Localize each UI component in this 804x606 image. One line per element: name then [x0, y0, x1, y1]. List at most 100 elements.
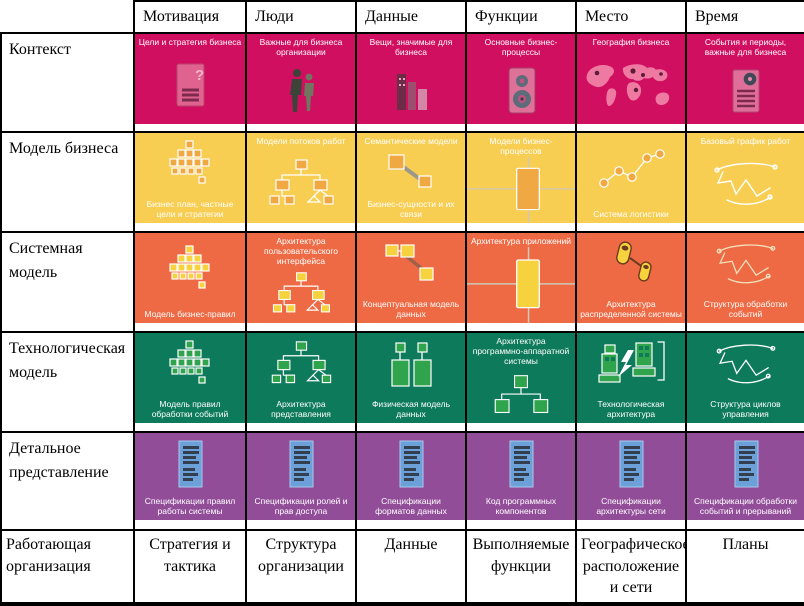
matrix-tile: Архитектура приложений — [468, 234, 574, 323]
tile-caption: Спецификации архитектуры сети — [596, 495, 666, 516]
matrix-cell: Концептуальная модель данных — [355, 231, 467, 333]
matrix-tile: Спецификации правил работы системы — [136, 434, 244, 520]
footer-cell-strategy: Стратегия и тактика — [133, 529, 247, 606]
matrix-tile: Важные для бизнеса организации — [248, 35, 354, 124]
org-tree-icon — [248, 268, 354, 323]
spec-document-icon — [688, 434, 803, 495]
matrix-cell: Система логистики — [575, 131, 687, 233]
footer-cell-data: Данные — [355, 529, 467, 606]
matrix-tile: Структура циклов управления — [688, 334, 803, 423]
spec-document-icon — [136, 434, 244, 495]
matrix-cell: Код программных компонентов — [465, 431, 577, 531]
tile-caption: Модели бизнес-процессов — [489, 136, 553, 157]
matrix-tile: Спецификации обработки событий и прерыва… — [688, 434, 803, 520]
world-map-icon — [578, 48, 684, 124]
matrix-cell: Семантические модели Бизнес-сущности и и… — [355, 131, 467, 233]
matrix-cell: Базовый график работ — [685, 131, 804, 233]
matrix-cell: Модели бизнес-процессов — [465, 131, 577, 233]
matrix-cell: Важные для бизнеса организации — [245, 32, 357, 133]
matrix-tile: География бизнеса — [578, 35, 684, 124]
svg-text:?: ? — [195, 67, 204, 84]
row-label-system-model: Системная модель — [0, 231, 135, 333]
corner-cell — [1, 1, 134, 33]
matrix-tile: Спецификации ролей и прав доступа — [248, 434, 354, 520]
matrix-cell: Физическая модель данных — [355, 331, 467, 433]
spec-document-icon — [248, 434, 354, 495]
matrix-tile: Модель правил обработки событий — [136, 334, 244, 423]
tile-caption: Семантические модели — [364, 136, 458, 146]
matrix-cell: Спецификации форматов данных — [355, 431, 467, 531]
matrix-cell: События и периоды, важные для бизнеса — [685, 32, 804, 133]
row-context: Контекст Цели и стратегия бизнеса ? Важн… — [0, 32, 804, 133]
matrix-tile: Код программных компонентов — [468, 434, 574, 520]
tile-caption: Спецификации обработки событий и прерыва… — [693, 495, 797, 516]
tile-caption: Модель правил обработки событий — [151, 398, 229, 419]
column-header-functions: Функции — [465, 0, 577, 34]
tile-caption: Структура циклов управления — [710, 398, 781, 419]
tile-caption: Цели и стратегия бизнеса — [138, 37, 242, 47]
matrix-tile: Технологическая архитектура — [578, 334, 684, 423]
matrix-cell: Цели и стратегия бизнеса ? — [133, 32, 247, 133]
matrix-cell: Технологическая архитектура — [575, 331, 687, 433]
tile-caption: Архитектура приложений — [471, 236, 571, 246]
tile-caption: Модели потоков работ — [256, 136, 346, 146]
goal-pyramid-icon — [136, 334, 244, 398]
matrix-cell: Модель бизнес-правил — [133, 231, 247, 333]
column-header-motivation: Мотивация — [133, 0, 247, 34]
matrix-tile: Модели потоков работ — [248, 134, 354, 223]
spec-document-icon — [468, 434, 574, 495]
row-detailed-view: Детальное представление Спецификации пра… — [0, 431, 804, 531]
matrix-tile: Модель бизнес-правил — [136, 234, 244, 323]
row-label-context: Контекст — [0, 32, 135, 133]
document-question-icon: ? — [136, 48, 244, 124]
distributed-nodes-icon — [578, 234, 684, 298]
matrix-cell: Архитектура приложений — [465, 231, 577, 333]
row-business-model: Модель бизнеса Бизнес план, частные цели… — [0, 131, 804, 233]
tile-caption: Важные для бизнеса организации — [259, 37, 343, 58]
tile-caption: Вещи, значимые для бизнеса — [369, 37, 453, 58]
row-technology-model: Технологическая модель Модель правил обр… — [0, 331, 804, 433]
tile-caption: Модель бизнес-правил — [144, 308, 236, 319]
tile-caption: Спецификации ролей и прав доступа — [254, 495, 348, 516]
work-schedule-sketch-icon — [688, 147, 803, 223]
matrix-cell: Архитектура представления — [245, 331, 357, 433]
computer-towers-icon — [578, 334, 684, 398]
data-units-icon — [358, 334, 464, 398]
matrix-cell: Структура обработки событий — [685, 231, 804, 333]
cycle-sketch-icon — [688, 334, 803, 398]
column-header-data: Данные — [355, 0, 467, 34]
matrix-tile: Архитектура программно-аппаратной систем… — [468, 334, 574, 423]
column-header-people: Люди — [245, 0, 357, 34]
process-block-icon — [468, 157, 574, 223]
matrix-cell: Спецификации обработки событий и прерыва… — [685, 431, 804, 531]
tile-caption: Система логистики — [593, 208, 669, 219]
matrix-tile: Архитектура пользовательского интерфейса — [248, 234, 354, 323]
matrix-cell: Архитектура распределенной системы — [575, 231, 687, 333]
row-system-model: Системная модель Модель бизнес-правил Ар… — [0, 231, 804, 333]
header-row: Мотивация Люди Данные Функции Место Врем… — [1, 0, 804, 34]
tile-caption: Архитектура программно-аппаратной систем… — [472, 336, 570, 367]
linked-entities-icon — [358, 147, 464, 197]
column-header-time: Время — [685, 0, 804, 34]
matrix-tile: Архитектура распределенной системы — [578, 234, 684, 323]
org-tree-icon — [248, 147, 354, 223]
tile-caption: Технологическая архитектура — [597, 398, 665, 419]
matrix-tile: Модели бизнес-процессов — [468, 134, 574, 223]
tile-caption: Архитектура пользовательского интерфейса — [263, 236, 339, 267]
matrix-tile: Бизнес план, частные цели и стратегии — [136, 134, 244, 223]
matrix-cell: Бизнес план, частные цели и стратегии — [133, 131, 247, 233]
matrix-tile: Семантические модели Бизнес-сущности и и… — [358, 134, 464, 223]
goal-pyramid-icon — [136, 234, 244, 308]
matrix-tile: Вещи, значимые для бизнеса — [358, 35, 464, 124]
matrix-tile: Концептуальная модель данных — [358, 234, 464, 323]
spec-document-icon — [578, 434, 684, 495]
org-tree-icon — [248, 334, 354, 398]
tile-caption: Архитектура распределенной системы — [580, 298, 682, 319]
matrix-tile: Базовый график работ — [688, 134, 803, 223]
matrix-cell: Спецификации правил работы системы — [133, 431, 247, 531]
tile-caption: Основные бизнес-процессы — [484, 37, 558, 58]
tile-caption: Архитектура представления — [271, 398, 331, 419]
tile-caption: Код программных компонентов — [485, 495, 557, 516]
row-label-detailed-view: Детальное представление — [0, 431, 135, 531]
